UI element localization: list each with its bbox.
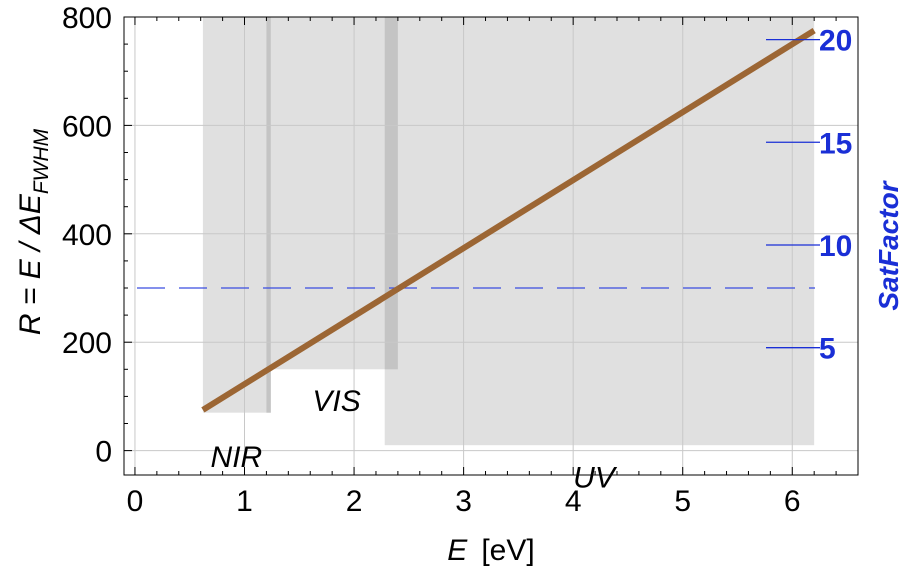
x-tick-label: 5: [674, 485, 691, 518]
y-tick-label: 800: [62, 2, 112, 35]
band-uv: [384, 17, 815, 446]
plot-frame: [123, 16, 859, 476]
y-axis-title: R = E / ΔEFWHM: [14, 128, 53, 335]
x-axis-title: E [eV]: [447, 534, 534, 567]
x-tick-label: 0: [127, 485, 144, 518]
x-tick-label: 3: [455, 485, 472, 518]
x-tick-label: 6: [784, 485, 801, 518]
band-overlap: [266, 17, 271, 413]
band-vis: [266, 17, 398, 370]
band-overlap: [384, 17, 398, 370]
band-labels: NIR VIS UV: [211, 385, 618, 494]
series-line: [201, 28, 816, 413]
x-tick-label: 1: [236, 485, 253, 518]
right-tick-label: 15: [819, 127, 852, 160]
tick-labels: 0 1 2 3 4 5 6 0 200 400 600 800: [62, 2, 801, 518]
frame: [123, 16, 859, 476]
y-tick-label: 600: [62, 110, 112, 143]
right-tick-label: 5: [819, 333, 836, 366]
series-layer: [201, 28, 816, 413]
y-tick-label: 0: [95, 436, 112, 469]
right-axis: 5 10 15 20: [766, 25, 852, 366]
band-label-uv: UV: [573, 461, 618, 494]
right-tick-label: 10: [819, 230, 852, 263]
x-tick-label: 4: [565, 485, 582, 518]
band-label-nir: NIR: [211, 441, 263, 474]
band-nir: [202, 17, 271, 413]
right-tick-label: 20: [819, 25, 852, 58]
y-tick-label: 400: [62, 219, 112, 252]
band-label-vis: VIS: [312, 385, 360, 418]
right-axis-title: SatFactor: [873, 179, 904, 310]
wavelength-bands: [202, 17, 815, 446]
x-tick-label: 2: [346, 485, 363, 518]
y-tick-label: 200: [62, 327, 112, 360]
